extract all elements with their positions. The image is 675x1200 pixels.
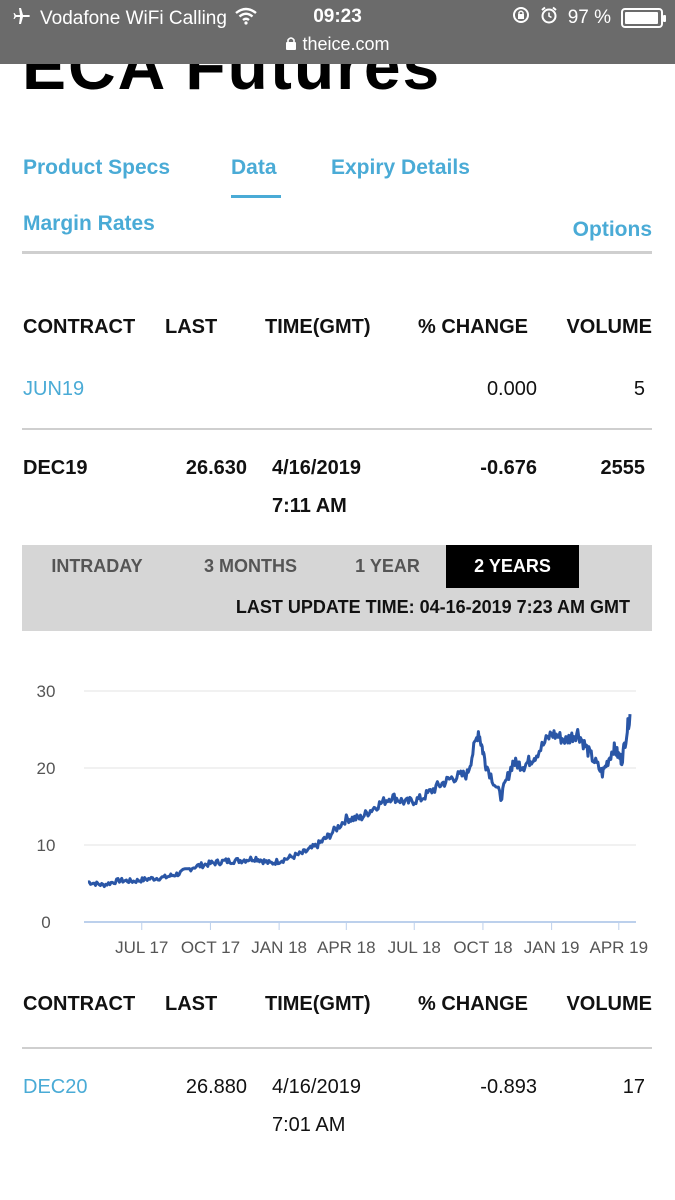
clock: 09:23 (313, 6, 362, 27)
header-time: TIME(GMT) (265, 993, 371, 1015)
header-contract: CONTRACT (23, 993, 136, 1015)
chart-range-selector: INTRADAY 3 MONTHS 1 YEAR 2 YEARS LAST UP… (22, 545, 652, 631)
tabs-divider (22, 251, 652, 254)
time-date: 4/16/2019 (272, 1076, 361, 1098)
active-tab-indicator (231, 195, 281, 198)
last-value: 26.880 (185, 1076, 247, 1098)
header-change: % CHANGE (418, 316, 529, 338)
range-2-years-button[interactable]: 2 YEARS (446, 545, 579, 588)
x-tick-label: JAN 18 (251, 938, 307, 957)
volume-value: 2555 (600, 457, 646, 479)
address-bar[interactable]: theice.com (0, 34, 675, 55)
change-value: 0.000 (486, 378, 537, 400)
header-volume: VOLUME (566, 316, 652, 338)
carrier-label: Vodafone WiFi Calling (40, 8, 227, 29)
tab-expiry-details[interactable]: Expiry Details (331, 156, 470, 179)
tab-options[interactable]: Options (572, 218, 652, 241)
tab-product-specs[interactable]: Product Specs (23, 156, 171, 179)
volume-value: 5 (633, 378, 645, 400)
range-intraday-button[interactable]: INTRADAY (51, 556, 143, 576)
contract-link[interactable]: JUN19 (23, 378, 85, 400)
header-contract: CONTRACT (23, 316, 136, 338)
battery-icon (621, 8, 666, 28)
battery-percent: 97 % (567, 7, 611, 28)
x-tick-label: OCT 18 (453, 938, 512, 957)
row-divider (22, 428, 652, 430)
status-bar: Vodafone WiFi Calling 09:23 97 % theice.… (0, 0, 675, 64)
change-value: -0.893 (480, 1076, 537, 1098)
x-tick-label: JUL 18 (388, 938, 441, 957)
wifi-icon (235, 7, 257, 31)
x-tick-label: OCT 17 (181, 938, 240, 957)
contract-name: DEC19 (23, 457, 88, 479)
volume-value: 17 (622, 1076, 645, 1098)
time-clock: 7:01 AM (272, 1114, 346, 1136)
y-tick-label: 0 (41, 913, 50, 932)
tab-margin-rates[interactable]: Margin Rates (23, 212, 155, 235)
airplane-icon (12, 6, 32, 32)
url-text: theice.com (302, 34, 390, 54)
x-tick-label: JAN 19 (524, 938, 580, 957)
range-3-months-button[interactable]: 3 MONTHS (203, 556, 297, 576)
header-last: LAST (165, 316, 218, 338)
alarm-icon (540, 6, 558, 30)
y-tick-label: 10 (37, 836, 56, 855)
header-volume: VOLUME (566, 993, 652, 1015)
price-line (87, 714, 632, 889)
contract-link[interactable]: DEC20 (23, 1076, 88, 1098)
range-1-year-button[interactable]: 1 YEAR (355, 556, 420, 576)
header-change: % CHANGE (418, 993, 529, 1015)
header-last: LAST (165, 993, 218, 1015)
x-tick-label: APR 19 (590, 938, 649, 957)
header-divider (22, 1047, 652, 1049)
change-value: -0.676 (480, 457, 537, 479)
last-update-time: LAST UPDATE TIME: 04-16-2019 7:23 AM GMT (235, 597, 630, 617)
y-tick-label: 20 (37, 759, 56, 778)
last-value: 26.630 (185, 457, 247, 479)
x-tick-label: APR 18 (317, 938, 376, 957)
x-tick-label: JUL 17 (115, 938, 168, 957)
time-date: 4/16/2019 (272, 457, 361, 479)
price-chart: 30 20 10 0 JUL 17 OCT 17 JAN 18 APR 18 JUL 18 OC… (37, 682, 649, 957)
header-time: TIME(GMT) (265, 316, 371, 338)
lock-icon (285, 34, 302, 54)
tab-data[interactable]: Data (231, 156, 277, 179)
y-tick-label: 30 (37, 682, 56, 701)
battery-fill (625, 12, 658, 24)
time-clock: 7:11 AM (272, 495, 347, 517)
rotation-lock-icon (512, 6, 530, 30)
